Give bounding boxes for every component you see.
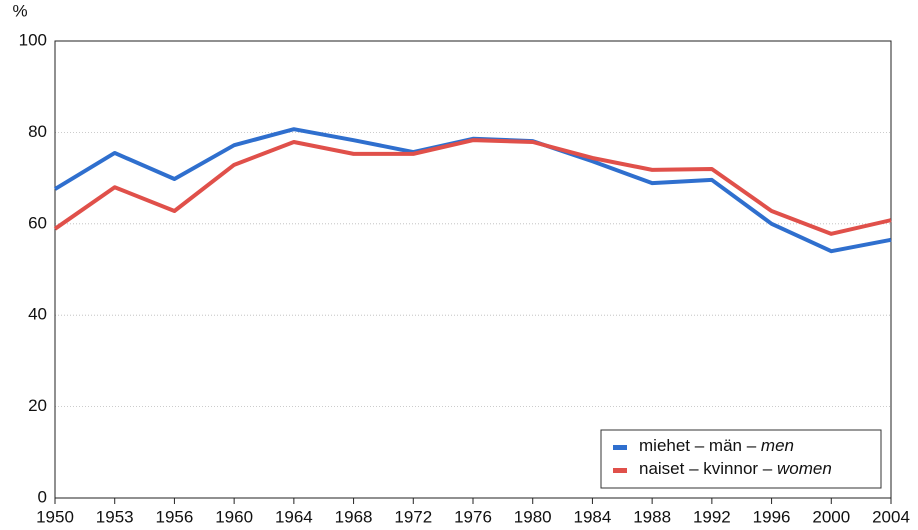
x-tick-label: 1956: [156, 507, 194, 526]
x-tick-label: 2004: [872, 507, 910, 526]
x-tick-label: 2000: [812, 507, 850, 526]
y-tick-label: 20: [28, 396, 47, 415]
y-tick-label: 80: [28, 122, 47, 141]
legend-swatch: [613, 445, 627, 450]
y-tick-label: 100: [19, 30, 47, 49]
legend-swatch: [613, 468, 627, 473]
line-series: [53, 127, 892, 254]
y-axis-label: %: [12, 1, 27, 20]
y-tick-label: 40: [28, 305, 47, 324]
x-tick-label: 1972: [394, 507, 432, 526]
plot-frame: [54, 40, 892, 499]
x-tick-label: 1984: [574, 507, 612, 526]
line-series: [53, 138, 892, 236]
y-tick-label: 0: [38, 487, 47, 506]
x-tick-label: 1980: [514, 507, 552, 526]
x-tick-label: 1964: [275, 507, 313, 526]
x-tick-label: 1996: [753, 507, 791, 526]
x-tick-label: 1960: [215, 507, 253, 526]
x-tick-label: 1950: [36, 507, 74, 526]
y-tick-label: 60: [28, 213, 47, 232]
x-tick-label: 1976: [454, 507, 492, 526]
legend-label: miehet – män – men: [639, 436, 794, 455]
legend-label: naiset – kvinnor – women: [639, 459, 832, 478]
x-tick-label: 1968: [335, 507, 373, 526]
legend-box: [600, 429, 882, 489]
x-tick-label: 1988: [633, 507, 671, 526]
x-tick-label: 1953: [96, 507, 134, 526]
x-tick-label: 1992: [693, 507, 731, 526]
